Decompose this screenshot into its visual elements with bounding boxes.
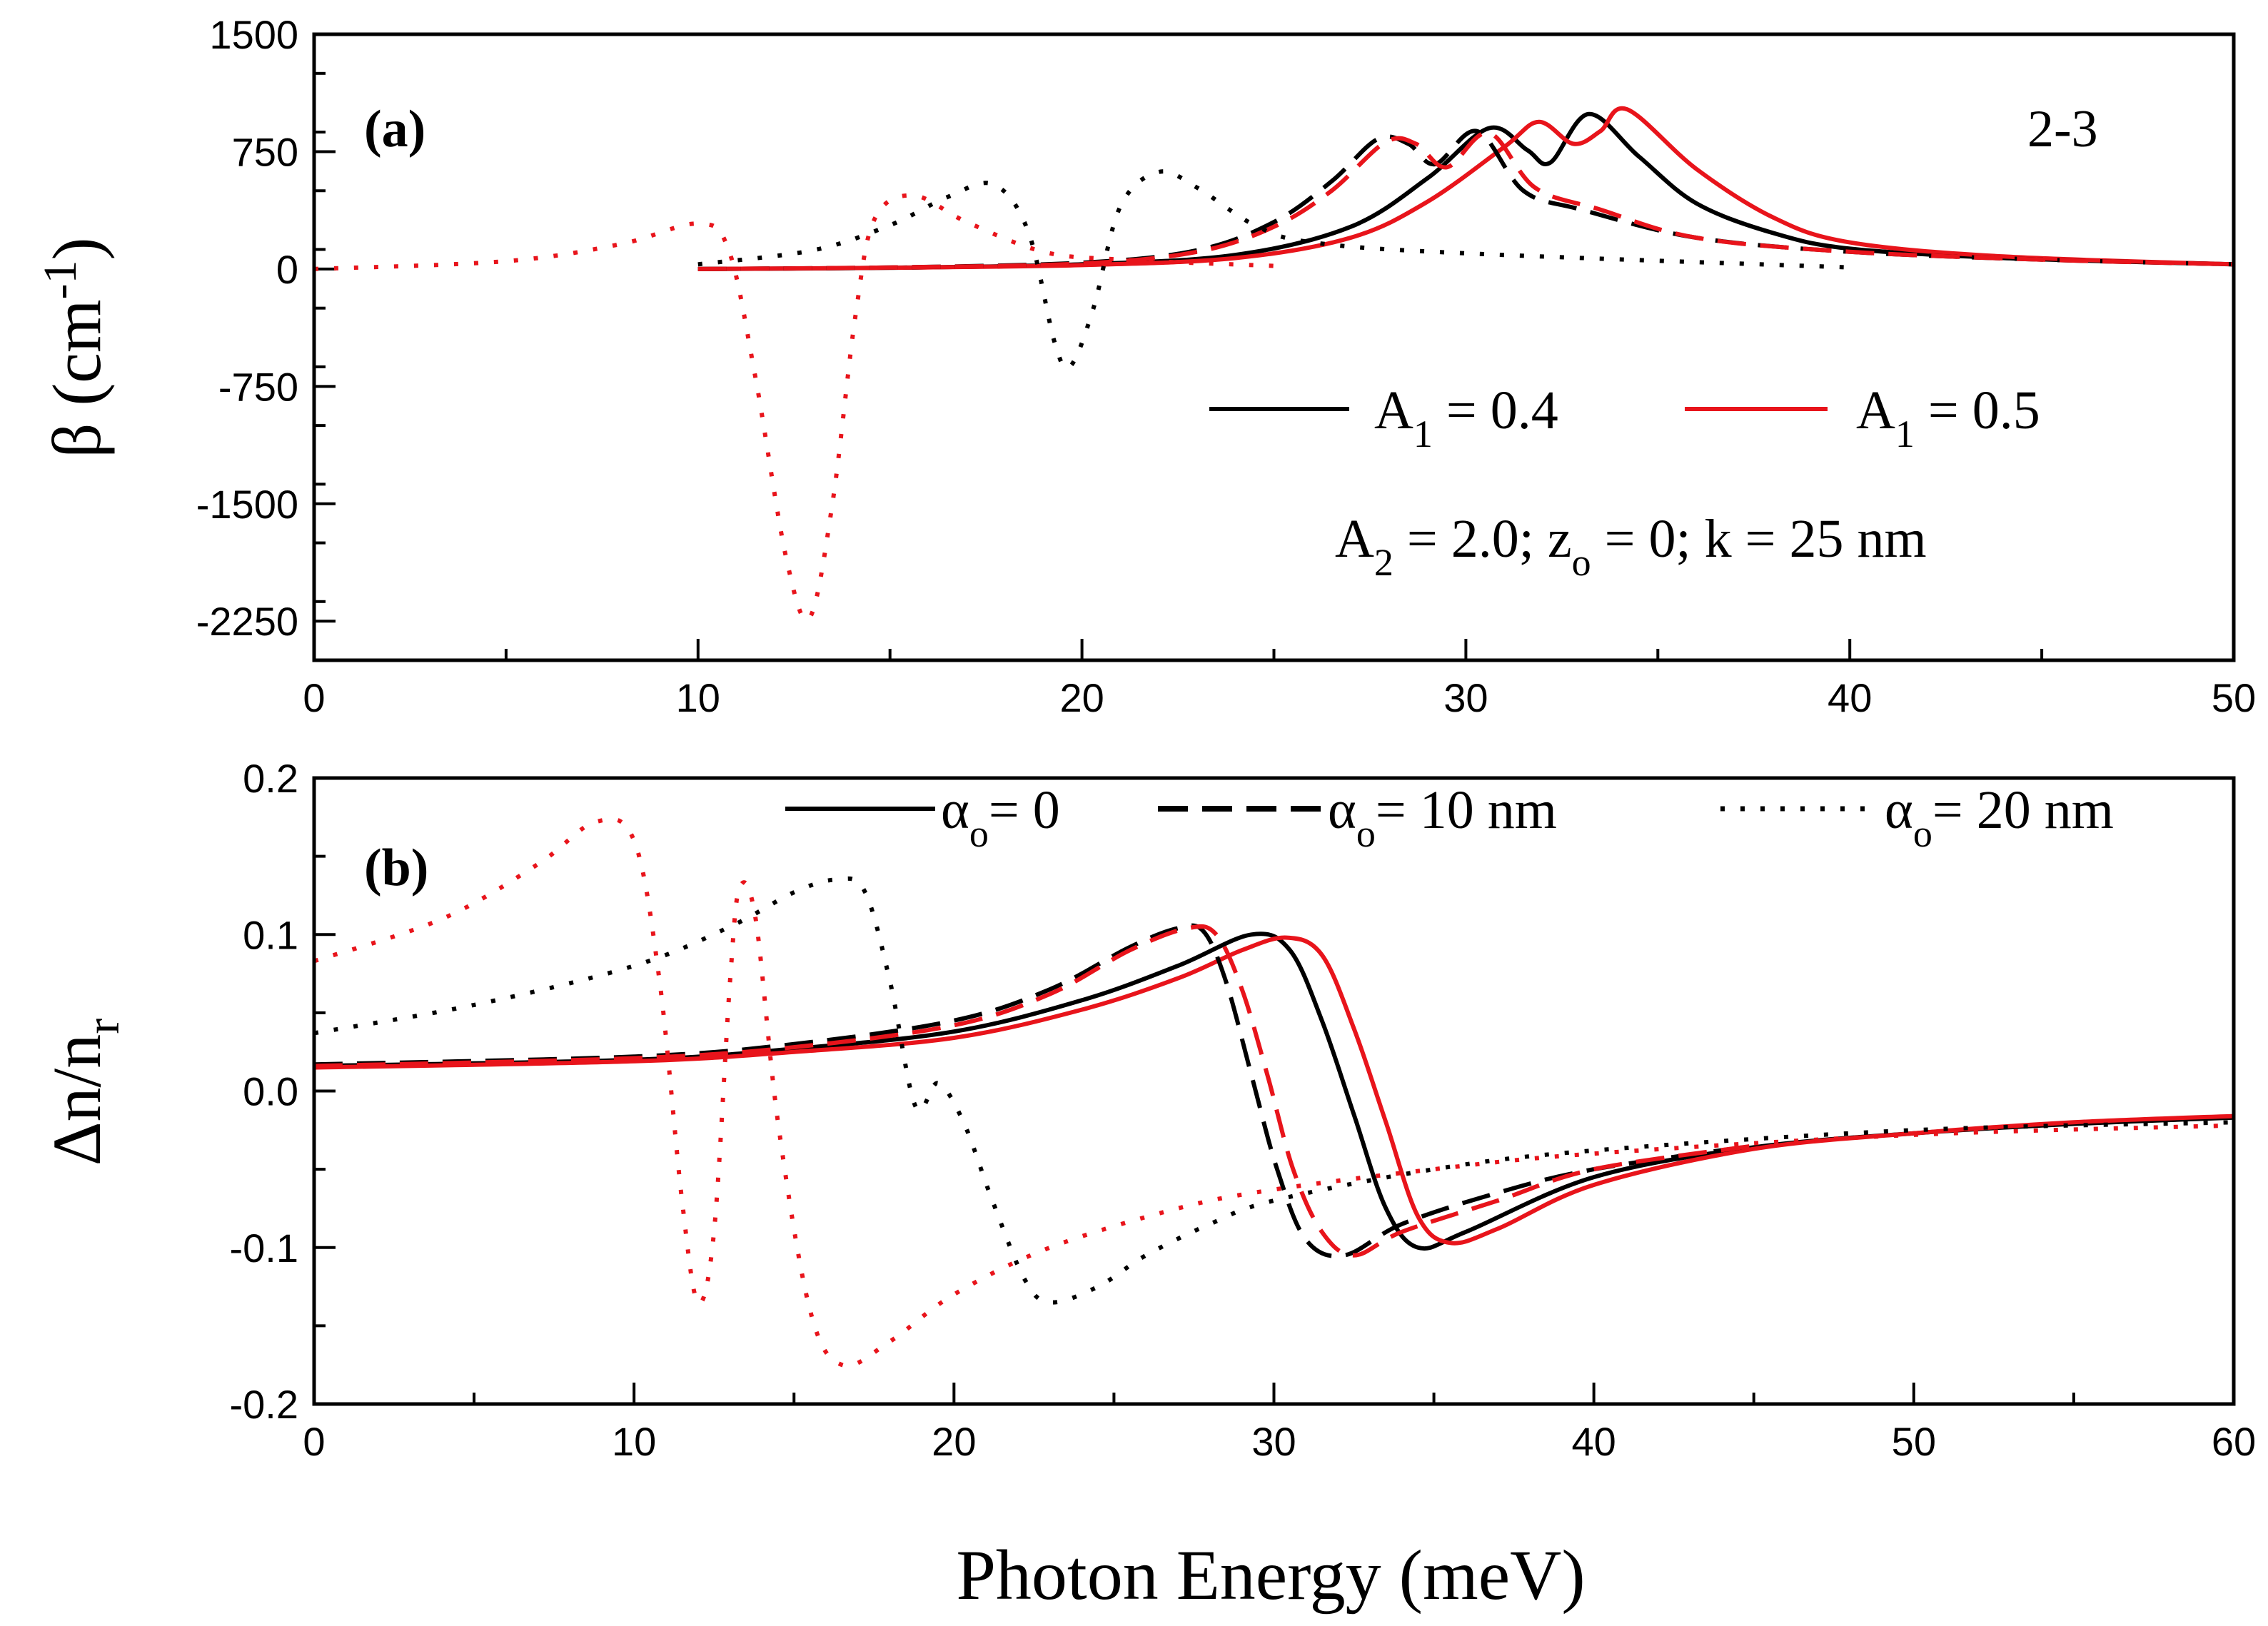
x-tick-label: 20: [1059, 675, 1104, 720]
panel-a-frame: [312, 32, 2236, 662]
y-tick-label: -2250: [196, 599, 298, 644]
x-tick-label: 30: [1443, 675, 1488, 720]
y-tick-label: -0.1: [230, 1226, 299, 1271]
y-tick-label: 0.0: [243, 1069, 298, 1114]
legend-label-alpha-0: αo= 0: [941, 780, 1060, 855]
legend-label-a1-05: A1 = 0.5: [1856, 380, 2040, 455]
panel-b: 0 10 20 30 40 50 60 0.2 0.1 0.0 -0.1 -0.2 (b) Δn/nr…: [39, 756, 2256, 1615]
x-tick-label: 50: [2212, 675, 2256, 720]
panel-a-label: (a): [364, 100, 425, 158]
x-tick-label: 30: [1251, 1419, 1296, 1464]
panel-b-frame: [312, 776, 2236, 1406]
series-line-a1-0-5-o-0: [313, 935, 2234, 1246]
panel-b-series: [313, 817, 2234, 1368]
y-tick-label: 0.1: [243, 912, 298, 957]
series-line-a1-0-5-o-10-nm: [697, 131, 2234, 271]
x-tick-label: 20: [932, 1419, 976, 1464]
x-tick-label: 0: [303, 1419, 325, 1464]
panel-b-xlabel: Photon Energy (meV): [956, 1535, 1585, 1615]
y-tick-label: 0.2: [243, 756, 298, 801]
panel-a-corner-label: 2-3: [2027, 100, 2098, 158]
series-line-a1-0-5-o-10-nm: [313, 924, 1755, 1258]
panel-a-legend: A1 = 0.4 A1 = 0.5: [1209, 380, 2040, 455]
y-tick-label: 1500: [209, 12, 298, 57]
panel-a-ylabel: β (cm-1): [34, 237, 115, 458]
panel-a-ticks: 0 10 20 30 40 50 1500 750 0 -750 -1500 -2250: [196, 12, 2256, 720]
y-tick-label: 750: [232, 129, 298, 174]
x-tick-label: 50: [1892, 1419, 1936, 1464]
series-line-a1-0-5-o-0: [697, 106, 2234, 271]
x-tick-label: 0: [303, 675, 325, 720]
x-tick-label: 10: [676, 675, 720, 720]
x-tick-label: 40: [1572, 1419, 1616, 1464]
y-tick-label: -0.2: [230, 1382, 299, 1427]
panel-b-legend: αo= 0 αo= 10 nm αo= 20 nm: [785, 780, 2114, 855]
panel-a-series: [313, 106, 2234, 622]
panel-a: 0 10 20 30 40 50 1500 750 0 -750 -1500 -2250 (a) 2-…: [34, 12, 2256, 720]
x-tick-label: 60: [2212, 1419, 2256, 1464]
panel-a-annotation: A2 = 2.0; zo = 0; k = 25 nm: [1335, 509, 1927, 584]
x-tick-label: 10: [612, 1419, 656, 1464]
panel-b-ticks: 0 10 20 30 40 50 60 0.2 0.1 0.0 -0.1 -0.2: [230, 756, 2257, 1464]
y-tick-label: -750: [218, 364, 298, 409]
legend-label-alpha-20: αo= 20 nm: [1885, 780, 2114, 855]
y-tick-label: -1500: [196, 482, 298, 527]
series-line-a1-0-4-o-20-nm: [313, 876, 2234, 1305]
y-tick-label: 0: [276, 247, 298, 292]
panel-b-ylabel: Δn/nr: [39, 1019, 129, 1166]
series-line-a1-0-5-o-20-nm: [313, 193, 1274, 622]
x-tick-label: 40: [1828, 675, 1872, 720]
panel-b-label: (b): [364, 839, 428, 897]
legend-label-a1-04: A1 = 0.4: [1374, 380, 1558, 455]
legend-label-alpha-10: αo= 10 nm: [1328, 780, 1557, 855]
